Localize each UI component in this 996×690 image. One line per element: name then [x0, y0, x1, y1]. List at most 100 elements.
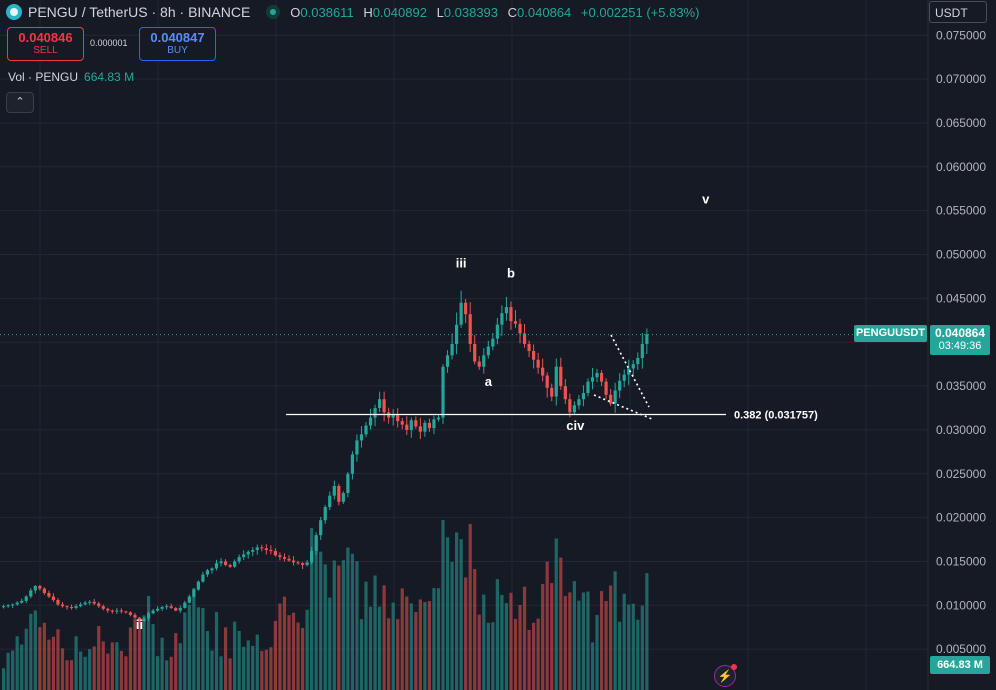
volume-bar: [47, 639, 51, 690]
candle-body: [42, 588, 46, 594]
volume-bar: [613, 571, 617, 690]
volume-bar: [2, 668, 6, 690]
currency-button[interactable]: USDT: [929, 1, 987, 23]
candle-body: [645, 334, 649, 344]
volume-bar: [323, 564, 327, 690]
volume-bars: [2, 520, 649, 690]
volume-bar: [364, 581, 368, 690]
candle-body: [423, 422, 427, 432]
candle-body: [337, 486, 341, 502]
volume-bar: [568, 592, 572, 690]
volume-legend[interactable]: Vol · PENGU 664.83 M: [8, 70, 134, 84]
candle-body: [11, 604, 15, 606]
volume-bar: [509, 592, 513, 690]
candle-body: [174, 607, 178, 611]
candle-body: [65, 606, 69, 608]
volume-bar: [445, 537, 450, 690]
volume-bar: [495, 579, 499, 690]
candle-body: [246, 551, 250, 555]
bar-countdown: 03:49:36: [938, 340, 982, 352]
candle-body: [69, 607, 74, 609]
y-tick-label: 0.065000: [936, 116, 986, 130]
volume-bar: [192, 588, 196, 690]
ohlc-legend: O0.038611 H0.040892 L0.038393 C0.040864 …: [290, 4, 700, 20]
candle-body: [169, 606, 173, 608]
candle-body: [124, 611, 128, 613]
y-tick-label: 0.055000: [936, 204, 986, 218]
volume-bar: [79, 651, 83, 690]
chart-header: PENGU / TetherUS · 8h · BINANCE O0.03861…: [6, 3, 705, 21]
volume-bar: [210, 650, 214, 690]
volume-bar: [554, 538, 558, 690]
buy-button[interactable]: 0.040847 BUY: [139, 27, 216, 61]
candle-body: [183, 602, 187, 608]
candle-body: [92, 601, 96, 604]
candle-body: [418, 426, 422, 432]
candle-body: [29, 590, 33, 597]
volume-bar: [219, 656, 223, 690]
volume-bar: [29, 613, 33, 690]
volume-bar: [156, 656, 160, 690]
volume-bar: [382, 585, 386, 690]
chevron-up-icon[interactable]: ⌃: [6, 92, 34, 113]
volume-bar: [595, 614, 599, 690]
candle-body: [305, 562, 309, 565]
volume-bar: [160, 637, 164, 690]
sell-button[interactable]: 0.040846 SELL: [7, 27, 84, 61]
volume-bar: [142, 615, 146, 690]
volume-bar: [233, 621, 237, 690]
sell-price: 0.040846: [18, 30, 73, 45]
volume-bar: [590, 642, 595, 690]
volume-bar: [42, 622, 46, 690]
buy-label: BUY: [167, 45, 188, 56]
candle-body: [319, 520, 323, 536]
volume-bar: [33, 610, 37, 690]
candle-body: [178, 607, 182, 611]
volume-bar: [223, 627, 228, 690]
candle-body: [60, 604, 65, 607]
volume-bar: [618, 621, 622, 690]
candle-body: [323, 507, 327, 521]
volume-bar: [110, 642, 114, 690]
volume-bar: [56, 629, 60, 690]
volume-bar: [622, 593, 626, 690]
volume-bar: [151, 624, 155, 690]
candle-body: [486, 346, 490, 356]
candle-body: [491, 338, 495, 347]
candle-body: [459, 302, 463, 325]
candle-body: [101, 606, 105, 609]
candle-body: [636, 357, 640, 365]
candle-body: [192, 589, 196, 597]
symbol-title[interactable]: PENGU / TetherUS · 8h · BINANCE: [28, 4, 251, 20]
candle-body: [613, 390, 617, 404]
volume-bar: [563, 596, 567, 690]
last-volume-tag: 664.83 M: [930, 656, 990, 674]
volume-legend-label: Vol · PENGU: [8, 70, 79, 84]
volume-bar: [486, 622, 490, 690]
volume-bar: [228, 658, 232, 690]
candle-body: [590, 377, 595, 382]
volume-bar: [400, 588, 404, 690]
y-tick-label: 0.060000: [936, 160, 986, 174]
candle-body: [432, 419, 436, 429]
volume-bar: [396, 619, 400, 690]
volume-bar: [246, 640, 250, 690]
candle-body: [495, 324, 499, 339]
volume-bar: [332, 560, 336, 690]
volume-bar: [418, 599, 422, 690]
candle-body: [563, 386, 567, 400]
candle-body: [350, 454, 355, 474]
candle-body: [464, 302, 468, 315]
wave-label: b: [507, 265, 515, 280]
volume-bar: [541, 583, 545, 690]
lightning-icon[interactable]: ⚡: [714, 664, 737, 687]
candle-body: [328, 495, 332, 508]
candle-body: [137, 617, 142, 622]
buy-price: 0.040847: [150, 30, 205, 45]
candle-body: [518, 323, 522, 334]
volume-bar: [373, 575, 377, 690]
market-open-status-icon[interactable]: [266, 5, 281, 19]
candle-body: [242, 554, 246, 558]
